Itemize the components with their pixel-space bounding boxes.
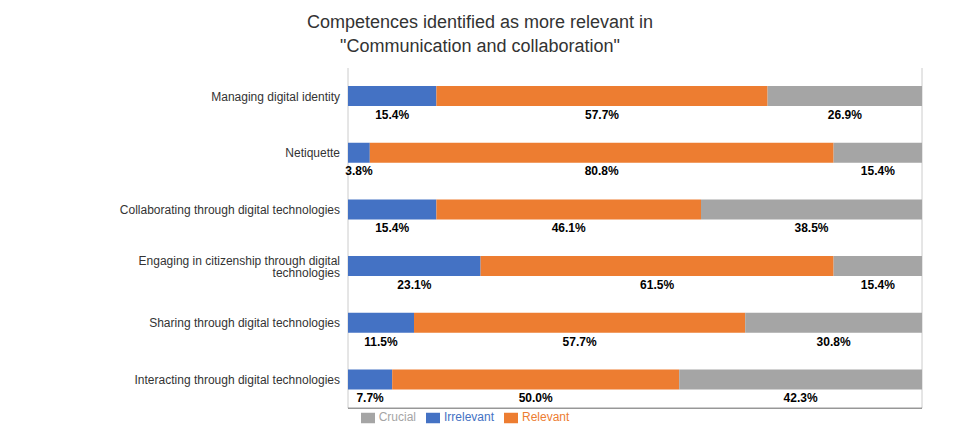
html-text:Relevant: Relevant xyxy=(522,410,570,425)
svg-text:7.7%: 7.7% xyxy=(356,391,384,405)
svg-text:46.1%: 46.1% xyxy=(552,221,586,235)
svg-text:26.9%: 26.9% xyxy=(828,108,862,122)
svg-text:Collaborating through digital: Collaborating through digital technologi… xyxy=(120,203,340,217)
svg-text:Interacting through digital te: Interacting through digital technologies xyxy=(135,373,340,387)
svg-text:3.8%: 3.8% xyxy=(345,164,373,178)
svg-text:38.5%: 38.5% xyxy=(794,221,828,235)
svg-text:Engaging in citizenship throug: Engaging in citizenship through digitalt… xyxy=(139,254,340,280)
svg-text:80.8%: 80.8% xyxy=(585,164,619,178)
svg-text:42.3%: 42.3% xyxy=(784,391,818,405)
svg-text:30.8%: 30.8% xyxy=(817,335,851,349)
svg-text:15.4%: 15.4% xyxy=(861,164,895,178)
svg-text:15.4%: 15.4% xyxy=(375,221,409,235)
svg-text:15.4%: 15.4% xyxy=(861,278,895,292)
svg-text:57.7%: 57.7% xyxy=(563,335,597,349)
html-text:Irrelevant: Irrelevant xyxy=(444,410,494,425)
svg-text:15.4%: 15.4% xyxy=(375,108,409,122)
svg-text:11.5%: 11.5% xyxy=(364,335,398,349)
svg-text:Netiquette: Netiquette xyxy=(285,146,340,160)
html-text:Competences identified as more: Competences identified as more relevant … xyxy=(306,12,654,32)
svg-text:57.7%: 57.7% xyxy=(585,108,619,122)
svg-text:Sharing through digital techno: Sharing through digital technologies xyxy=(149,316,340,330)
html-text:"Communication and collaborati: "Communication and collaboration" xyxy=(340,36,620,56)
svg-text:23.1%: 23.1% xyxy=(397,278,431,292)
svg-text:Managing digital identity: Managing digital identity xyxy=(211,90,340,104)
html-text:Crucial: Crucial xyxy=(378,410,416,425)
svg-text:61.5%: 61.5% xyxy=(640,278,674,292)
svg-text:50.0%: 50.0% xyxy=(519,391,553,405)
